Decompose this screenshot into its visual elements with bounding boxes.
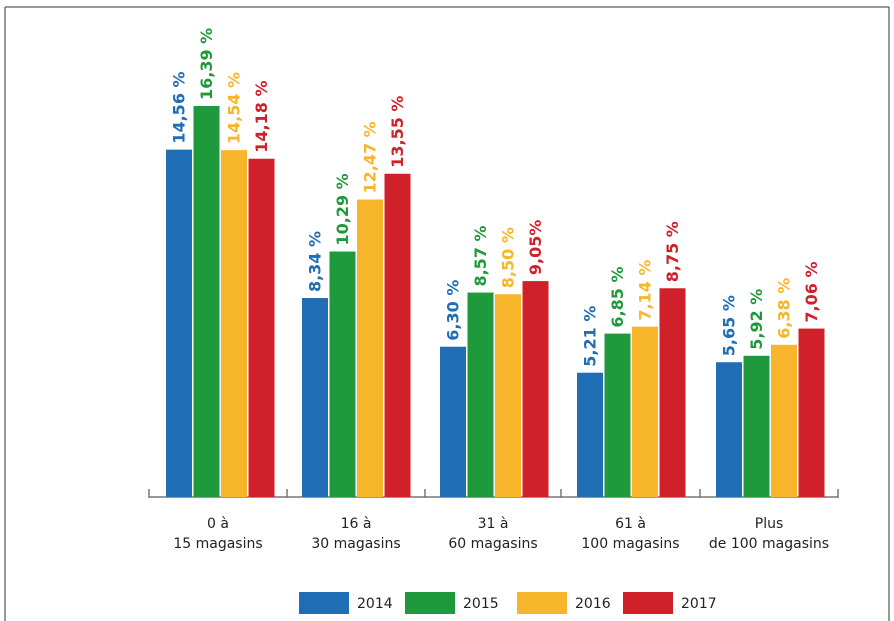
value-label-2015-4: 6,85 % [608,267,627,328]
value-label-2014-5: 5,65 % [720,295,739,356]
value-label-2017-2: 13,55 % [388,96,407,168]
legend-label-2015: 2015 [463,596,499,612]
category-label: de 100 magasins [709,536,829,552]
legend-swatch-2017 [623,592,673,614]
value-label-2014-2: 8,34 % [306,231,325,292]
bar-2014-2 [302,298,328,497]
value-label-2016-4: 7,14 % [636,260,655,321]
value-label-2016-5: 6,38 % [775,278,794,339]
bar-2017-3 [522,281,549,497]
bar-2015-4 [604,333,631,497]
bar-2015-2 [329,251,356,497]
legend-swatch-2015 [405,592,455,614]
category-label: 16 à [341,516,372,532]
value-label-2014-4: 5,21 % [581,306,600,367]
bar-2015-3 [467,292,494,497]
value-label-2016-1: 14,54 % [225,72,244,144]
category-label: 30 magasins [311,536,400,552]
bar-2017-1 [248,158,275,497]
category-label: 100 magasins [581,536,679,552]
value-label-2014-1: 14,56 % [170,71,189,143]
bar-2017-2 [384,173,411,497]
value-label-2017-4: 8,75 % [663,221,682,282]
value-label-2017-5: 7,06 % [802,261,821,322]
bar-2014-4 [577,372,603,497]
bar-2016-1 [221,150,247,498]
value-label-2015-1: 16,39 % [197,28,216,100]
bar-2014-5 [716,362,742,497]
bar-2017-4 [659,288,686,497]
category-label: 15 magasins [173,536,262,552]
category-label: 0 à [207,516,229,532]
category-labels-layer: 0 à 15 magasins 16 à 30 magasins 31 à 60 maga… [173,516,829,552]
category-label: Plus [755,516,784,532]
bar-2016-3 [495,294,521,497]
category-label: 60 magasins [448,536,537,552]
bars-layer [166,106,825,498]
bar-2017-5 [798,328,825,497]
legend-label-2014: 2014 [357,596,393,612]
bar-2015-5 [743,355,770,497]
value-label-2016-2: 12,47 % [361,121,380,193]
legend-label-2017: 2017 [681,596,717,612]
bar-2015-1 [193,106,220,497]
legend-swatch-2014 [299,592,349,614]
bar-2016-4 [632,326,658,497]
value-label-2015-2: 10,29 % [333,173,352,245]
legend-label-2016: 2016 [575,596,611,612]
bar-2016-2 [357,199,383,497]
bar-2014-1 [166,149,192,497]
value-label-2017-3: 9,05% [526,220,545,276]
value-label-2015-3: 8,57 % [471,225,490,286]
value-label-2014-3: 6,30 % [444,280,463,341]
bar-2016-5 [771,344,797,497]
value-label-2017-1: 14,18 % [252,81,271,153]
value-label-2015-5: 5,92 % [747,289,766,350]
legend: 2014 2015 2016 2017 [299,592,717,614]
category-label: 61 à [615,516,646,532]
value-label-2016-3: 8,50 % [499,227,518,288]
legend-swatch-2016 [517,592,567,614]
value-labels-layer: 14,56 % 8,34 % 6,30 % 5,21 % 5,65 % 16,39 % 10… [170,28,822,367]
bar-2014-3 [440,346,466,497]
category-label: 31 à [478,516,509,532]
